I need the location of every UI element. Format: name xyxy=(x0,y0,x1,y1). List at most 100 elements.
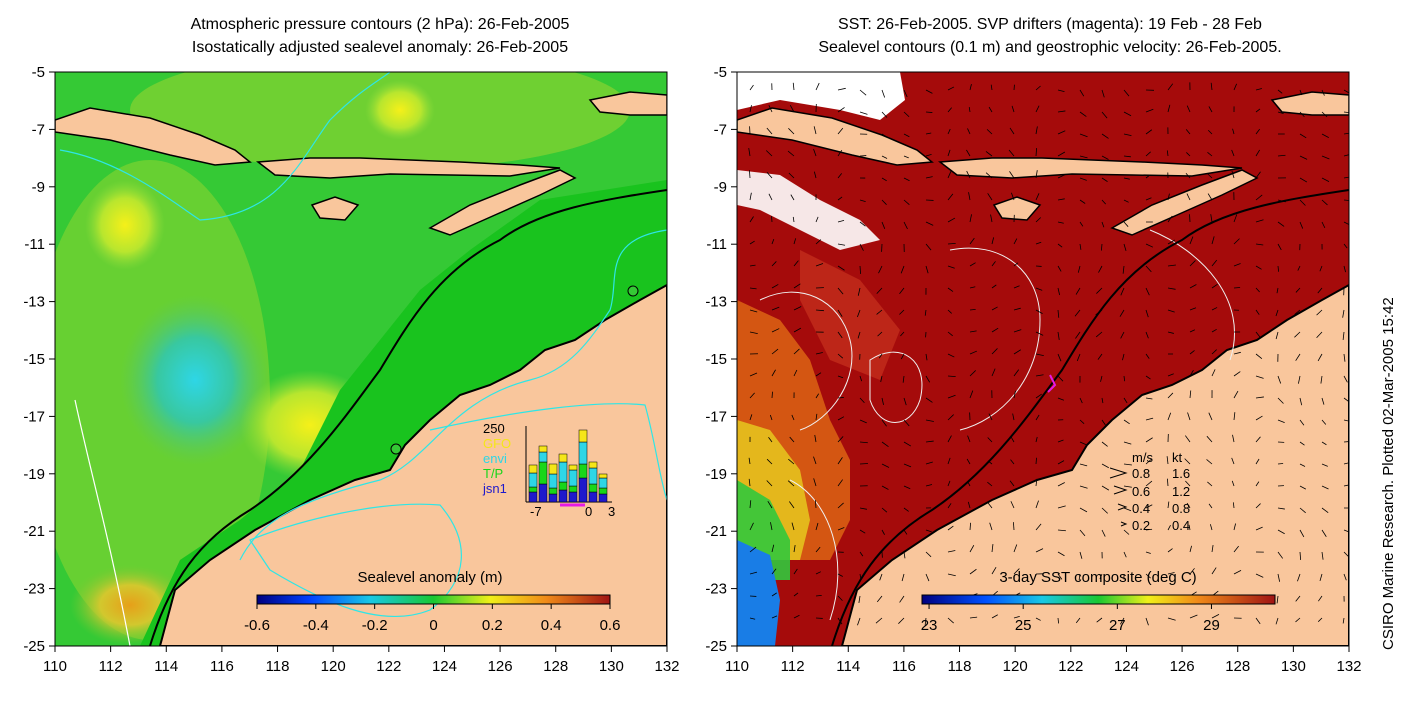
velocity-vector xyxy=(1186,152,1191,157)
right-north-island xyxy=(1270,91,1349,116)
velocity-vector xyxy=(903,551,906,559)
velocity-vector xyxy=(771,615,778,619)
velocity-vector xyxy=(748,148,751,157)
velocity-vector xyxy=(789,501,795,509)
velocity-vector xyxy=(1207,152,1213,157)
velocity-vector xyxy=(881,419,887,427)
velocity-vector xyxy=(925,153,932,157)
velocity-vector xyxy=(1013,544,1018,553)
velocity-vector xyxy=(1057,243,1063,248)
velocity-vector xyxy=(987,460,993,465)
velocity-vector xyxy=(1255,503,1261,509)
velocity-vector xyxy=(1035,353,1044,357)
velocity-vector xyxy=(925,221,934,226)
inset-x-tick-min: -7 xyxy=(530,504,542,519)
velocity-vector xyxy=(859,221,866,227)
velocity-vector xyxy=(1101,419,1106,426)
velocity-vector xyxy=(788,172,795,179)
velocity-vector xyxy=(900,331,905,337)
left-y-tick-label: -17 xyxy=(23,408,45,425)
velocity-vector xyxy=(814,434,817,443)
velocity-vector xyxy=(1231,170,1235,179)
credit-line: CSIRO Marine Research. Plotted 02-Mar-20… xyxy=(1380,297,1397,650)
velocity-vector xyxy=(1255,194,1263,201)
speed-legend-kt-08: 1.6 xyxy=(1172,466,1190,481)
velocity-vector xyxy=(1035,148,1038,157)
right-colorbar-tick-label: 29 xyxy=(1203,617,1220,634)
right-colorbar xyxy=(921,594,1276,605)
velocity-vector xyxy=(925,353,928,361)
velocity-vector xyxy=(771,348,779,355)
right-y-tick-label: -21 xyxy=(705,523,727,540)
velocity-vector xyxy=(969,616,978,619)
velocity-vector xyxy=(1343,176,1349,179)
velocity-vector xyxy=(1206,172,1213,179)
velocity-vector xyxy=(1057,353,1062,362)
velocity-vector xyxy=(881,441,889,447)
velocity-vector xyxy=(837,173,842,179)
velocity-vector xyxy=(1057,198,1065,201)
velocity-vector xyxy=(947,242,956,245)
velocity-vector xyxy=(1101,485,1110,491)
right-cloud-gaps-2 xyxy=(737,170,880,250)
velocity-vector xyxy=(1167,83,1174,91)
velocity-vector xyxy=(1321,485,1329,490)
velocity-vector xyxy=(749,192,752,201)
velocity-vector xyxy=(947,128,951,135)
velocity-vector xyxy=(1189,260,1196,267)
velocity-vector xyxy=(1211,613,1220,619)
velocity-vector xyxy=(925,132,932,135)
velocity-vector xyxy=(1035,436,1038,443)
velocity-vector xyxy=(1210,214,1213,223)
velocity-vector xyxy=(1145,129,1153,135)
speed-legend-ms-06: 0.6 xyxy=(1132,484,1150,499)
right-x-tick-label: 124 xyxy=(1114,658,1139,675)
velocity-vector xyxy=(1145,617,1149,626)
velocity-vector xyxy=(1167,193,1170,201)
velocity-vector xyxy=(1079,221,1084,227)
velocity-vector xyxy=(880,375,883,383)
left-y-tick-label: -5 xyxy=(32,64,45,81)
velocity-vector xyxy=(791,522,795,531)
velocity-vector xyxy=(1101,155,1109,160)
velocity-vector xyxy=(1101,221,1105,228)
velocity-vector xyxy=(947,353,955,358)
velocity-vector xyxy=(969,545,975,553)
velocity-vector xyxy=(1277,154,1286,157)
velocity-vector xyxy=(1299,221,1304,229)
velocity-vector xyxy=(1010,436,1015,443)
velocity-vector xyxy=(1255,331,1261,338)
right-y-tick-label: -7 xyxy=(714,121,727,138)
velocity-vector xyxy=(749,414,753,421)
velocity-vector xyxy=(837,573,843,577)
velocity-vector xyxy=(903,441,912,447)
inset-bar-segment xyxy=(538,451,548,463)
velocity-vector xyxy=(771,238,775,245)
inset-bar-segment xyxy=(538,461,548,485)
velocity-vector xyxy=(793,238,797,245)
velocity-vector xyxy=(1185,173,1191,179)
velocity-vector xyxy=(1299,529,1305,538)
velocity-vector xyxy=(1145,174,1151,179)
velocity-vector xyxy=(792,82,795,91)
velocity-vector xyxy=(1299,199,1306,206)
right-y-tick-label: -5 xyxy=(714,64,727,81)
velocity-vector xyxy=(1185,129,1191,135)
velocity-vector xyxy=(947,573,956,577)
left-x-tick-label: 114 xyxy=(154,658,178,675)
speed-legend-ms-header: m/s xyxy=(1132,450,1153,465)
velocity-vector xyxy=(1233,214,1238,223)
velocity-vector xyxy=(1167,525,1171,531)
velocity-vector xyxy=(902,375,905,383)
velocity-vector xyxy=(1079,463,1088,467)
velocity-vector xyxy=(903,89,908,98)
left-y-tick-label: -21 xyxy=(23,523,45,540)
velocity-vector xyxy=(749,522,754,531)
velocity-vector xyxy=(881,485,889,490)
velocity-vector xyxy=(1316,309,1323,316)
velocity-vector xyxy=(1123,243,1127,251)
velocity-vector xyxy=(1207,129,1213,135)
left-sumba-island xyxy=(310,196,360,221)
velocity-vector xyxy=(792,216,795,223)
velocity-vector xyxy=(901,573,905,582)
